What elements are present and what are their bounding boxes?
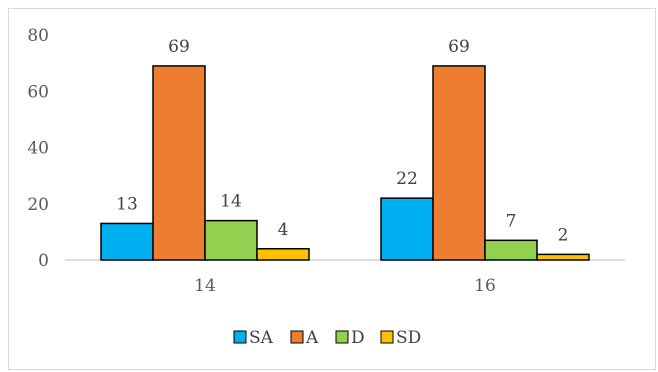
data-label: 69 [448,37,470,57]
y-tick-label: 40 [27,139,49,159]
data-label: 14 [220,192,242,212]
bar-d-16 [484,239,538,261]
y-tick-label: 60 [27,82,49,102]
legend-label-a: A [305,328,319,348]
y-tick-label: 20 [27,195,49,215]
bars: 13 69 14 4 22 69 7 2 [100,37,590,261]
legend: SA A D SD [233,328,421,348]
data-label: 69 [168,37,190,57]
bar-a-16 [432,65,486,261]
legend-swatch-sd [380,330,394,344]
bar-sd-16 [536,253,590,261]
legend-label-sa: SA [249,328,274,348]
bar-sa-16 [380,197,434,261]
bar-a-14 [152,65,206,261]
data-label: 2 [558,225,569,245]
data-label: 7 [506,211,517,231]
data-label: 4 [278,220,289,240]
chart-frame [8,8,656,370]
legend-label-sd: SD [396,328,421,348]
bar-sd-14 [256,248,310,261]
y-tick-label: 80 [27,26,49,46]
legend-swatch-d [335,330,349,344]
data-label: 13 [116,194,138,214]
legend-swatch-sa [233,330,247,344]
x-tick-label: 14 [194,276,216,296]
y-axis-ticks: 0 20 40 60 80 [27,26,49,271]
x-axis-ticks: 14 16 [194,276,496,296]
x-tick-label: 16 [474,276,496,296]
y-tick-label: 0 [38,251,49,271]
legend-swatch-a [290,330,304,344]
legend-label-d: D [351,328,365,348]
bar-sa-14 [100,222,154,261]
bar-d-14 [204,219,258,261]
data-label: 22 [396,169,418,189]
